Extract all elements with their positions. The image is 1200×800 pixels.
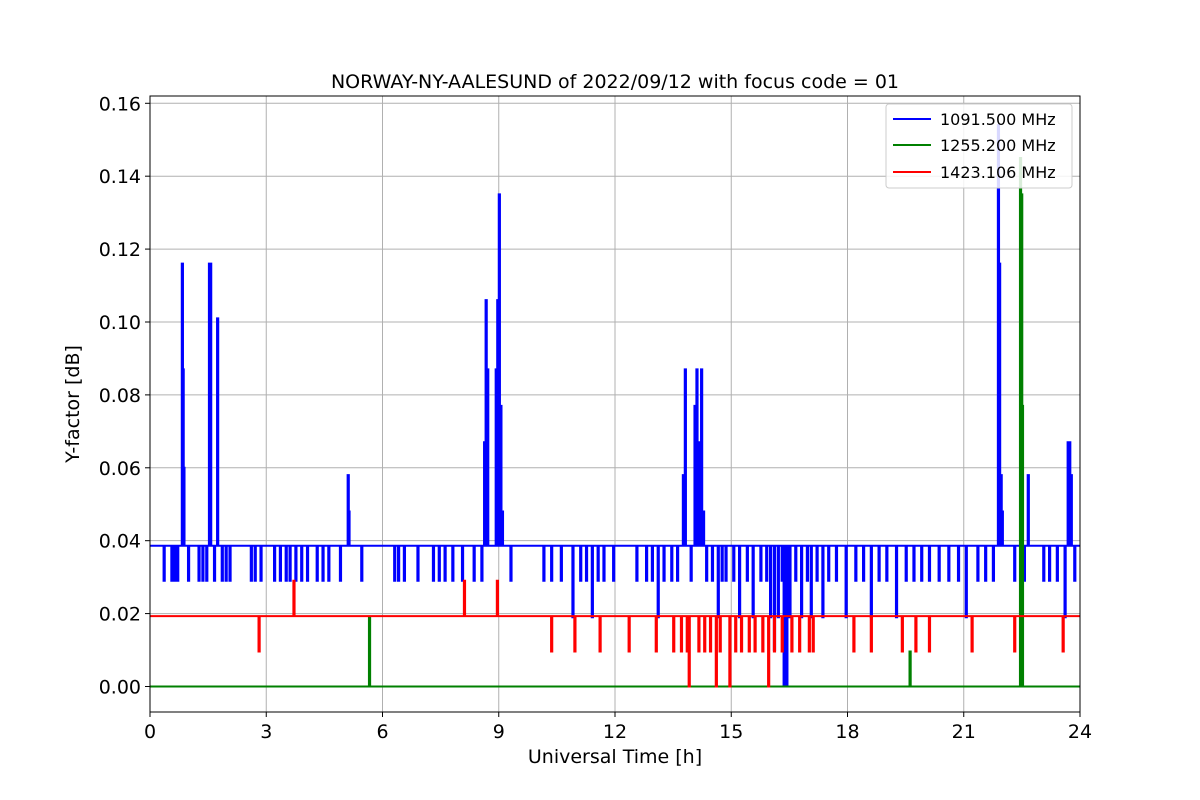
legend-box bbox=[885, 103, 1073, 189]
x-tick-label: 15 bbox=[719, 721, 743, 743]
y-tick-label: 0.04 bbox=[99, 531, 141, 553]
axis-ticks: 0 3 6 9 12 15 18 21 24 0.00 0.02 0.04 0.06 0.08 0.10 0.… bbox=[99, 93, 1092, 743]
grid bbox=[149, 96, 1081, 712]
y-axis-label: Y-factor [dB] bbox=[62, 345, 84, 464]
legend-label-2: 1423.106 MHz bbox=[940, 163, 1056, 182]
x-tick-label: 3 bbox=[260, 721, 272, 743]
x-tick-label: 12 bbox=[603, 721, 627, 743]
y-tick-label: 0.08 bbox=[99, 385, 141, 407]
y-tick-label: 0.16 bbox=[99, 93, 141, 115]
y-tick-label: 0.02 bbox=[99, 604, 141, 626]
legend: 1091.500 MHz 1255.200 MHz 1423.106 MHz bbox=[885, 103, 1073, 189]
x-axis-label: Universal Time [h] bbox=[528, 746, 702, 768]
x-tick-label: 6 bbox=[376, 721, 388, 743]
series-line bbox=[150, 124, 1080, 688]
series-2 bbox=[150, 579, 1080, 688]
chart-title: NORWAY-NY-AALESUND of 2022/09/12 with fo… bbox=[331, 71, 899, 93]
x-tick-label: 21 bbox=[952, 721, 976, 743]
y-tick-label: 0.00 bbox=[99, 676, 141, 698]
y-tick-label: 0.06 bbox=[99, 458, 141, 480]
series-0 bbox=[150, 124, 1080, 688]
x-tick-label: 9 bbox=[493, 721, 505, 743]
x-tick-label: 18 bbox=[835, 721, 859, 743]
legend-label-0: 1091.500 MHz bbox=[940, 110, 1056, 129]
series-line bbox=[150, 579, 1080, 688]
y-tick-label: 0.10 bbox=[99, 312, 141, 334]
x-tick-label: 0 bbox=[144, 721, 156, 743]
x-tick-label: 24 bbox=[1068, 721, 1092, 743]
y-tick-label: 0.14 bbox=[99, 166, 141, 188]
y-tick-label: 0.12 bbox=[99, 239, 141, 261]
legend-label-1: 1255.200 MHz bbox=[940, 136, 1056, 155]
